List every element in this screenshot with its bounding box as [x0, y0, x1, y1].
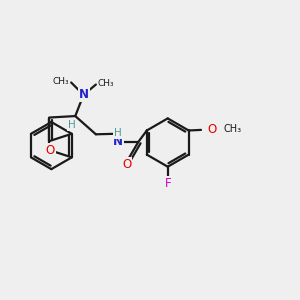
Text: H: H	[68, 121, 76, 130]
Text: H: H	[114, 128, 122, 138]
Text: N: N	[113, 136, 123, 148]
Text: CH₃: CH₃	[53, 77, 69, 86]
Text: O: O	[45, 144, 55, 157]
Text: O: O	[208, 123, 217, 136]
Text: CH₃: CH₃	[224, 124, 242, 134]
Text: CH₃: CH₃	[98, 79, 114, 88]
Text: O: O	[122, 158, 131, 171]
Text: N: N	[79, 88, 89, 101]
Text: F: F	[164, 177, 171, 190]
